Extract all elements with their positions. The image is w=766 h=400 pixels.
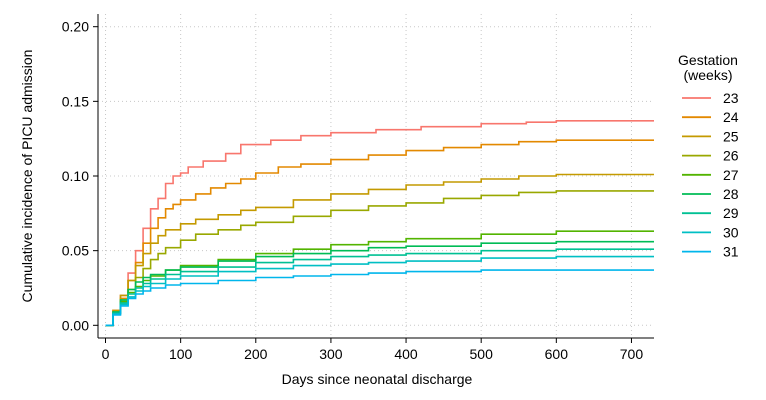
series-lines bbox=[105, 120, 654, 327]
x-tick-label-1: 100 bbox=[169, 346, 193, 362]
legend-label-28: 28 bbox=[723, 186, 739, 202]
x-tick-label-7: 700 bbox=[620, 346, 644, 362]
y-axis-title: Cumulative incidence of PICU admission bbox=[19, 50, 35, 303]
x-tick-label-5: 500 bbox=[470, 346, 494, 362]
legend-title-line1: Gestation bbox=[678, 52, 738, 68]
legend-label-30: 30 bbox=[723, 224, 739, 240]
legend-label-23: 23 bbox=[723, 90, 739, 106]
legend-label-29: 29 bbox=[723, 205, 739, 221]
y-tick-label-0: 0.00 bbox=[62, 317, 89, 333]
series-line-31 bbox=[105, 269, 654, 327]
grid-lines bbox=[98, 14, 654, 338]
legend-label-26: 26 bbox=[723, 148, 739, 164]
series-line-26 bbox=[105, 190, 654, 327]
x-tick-label-4: 400 bbox=[394, 346, 418, 362]
axes: 0 100 200 300 400 500 600 700 0.00 0.05 0.10 0.15 0.… bbox=[62, 14, 654, 362]
series-line-24 bbox=[105, 139, 654, 327]
series-line-27 bbox=[105, 230, 654, 327]
x-axis-title: Days since neonatal discharge bbox=[282, 371, 473, 387]
y-tick-label-1: 0.05 bbox=[62, 243, 89, 259]
x-tick-label-0: 0 bbox=[102, 346, 110, 362]
legend-label-24: 24 bbox=[723, 109, 739, 125]
y-tick-label-3: 0.15 bbox=[62, 93, 89, 109]
legend-label-27: 27 bbox=[723, 167, 739, 183]
x-tick-label-3: 300 bbox=[319, 346, 343, 362]
y-tick-label-2: 0.10 bbox=[62, 168, 89, 184]
x-tick-label-6: 600 bbox=[545, 346, 569, 362]
legend-label-31: 31 bbox=[723, 244, 739, 260]
legend-title-line2: (weeks) bbox=[683, 67, 732, 83]
legend: Gestation (weeks) 23 24 25 26 27 28 29 30 31 bbox=[678, 52, 739, 260]
legend-items: 23 24 25 26 27 28 29 30 31 bbox=[682, 90, 739, 260]
x-tick-label-2: 200 bbox=[244, 346, 268, 362]
y-tick-label-4: 0.20 bbox=[62, 19, 89, 35]
legend-label-25: 25 bbox=[723, 128, 739, 144]
series-line-29 bbox=[105, 248, 654, 327]
